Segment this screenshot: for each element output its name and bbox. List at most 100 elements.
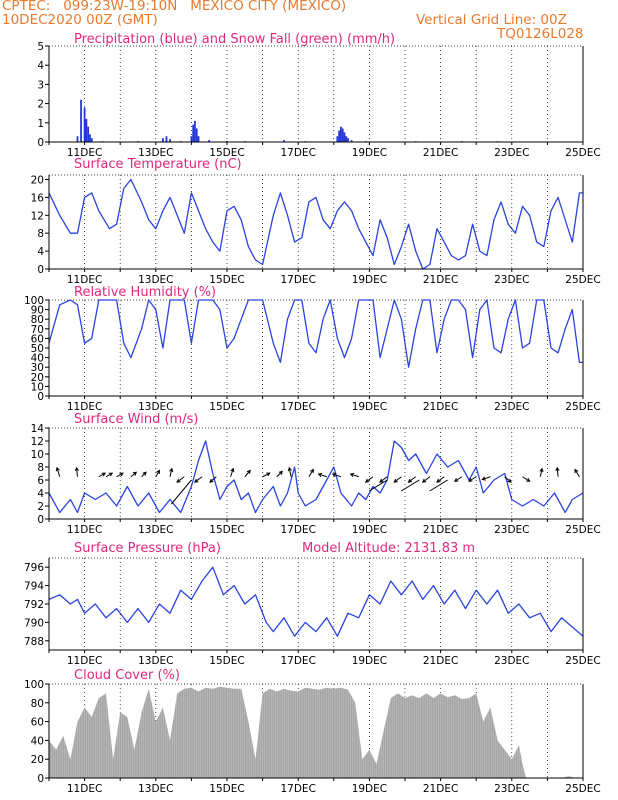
wind-arrow-head <box>156 469 160 474</box>
x-tick-label: 17DEC <box>280 274 315 286</box>
panel-title: Relative Humidity (%) <box>74 285 216 300</box>
precip-bar <box>190 136 193 142</box>
wind-arrow-head <box>317 472 323 477</box>
x-tick-label: 19DEC <box>352 783 387 795</box>
y-tick-label: 20 <box>31 372 44 384</box>
x-tick-label: 19DEC <box>352 147 387 159</box>
x-tick-label: 21DEC <box>423 274 458 286</box>
precip-bar <box>90 138 93 142</box>
x-tick-label: 15DEC <box>209 655 244 667</box>
wind-arrow <box>522 476 530 482</box>
wind-arrow-head <box>407 478 413 483</box>
x-tick-label: 19DEC <box>352 524 387 536</box>
x-tick-label: 25DEC <box>565 274 600 286</box>
precip-bar <box>208 140 211 142</box>
x-tick-label: 13DEC <box>138 524 173 536</box>
x-tick-label: 15DEC <box>209 401 244 413</box>
x-tick-label: 11DEC <box>67 274 102 286</box>
panel-title: Surface Pressure (hPa) <box>74 541 221 556</box>
precip-bar <box>165 136 168 142</box>
wind-arrow <box>454 476 463 482</box>
x-tick-label: 11DEC <box>67 147 102 159</box>
precip-bar <box>341 128 344 142</box>
series-line <box>48 178 583 270</box>
y-tick-label: 796 <box>24 562 44 574</box>
series-line <box>48 566 584 637</box>
run-date-header: 10DEC2020 00Z (GMT) <box>2 12 158 28</box>
wind-arrow <box>169 468 173 477</box>
y-tick-label: 20 <box>31 174 44 186</box>
x-tick-label: 25DEC <box>565 147 600 159</box>
wind-arrow <box>176 476 185 483</box>
y-tick-label: 12 <box>31 436 44 448</box>
x-tick-label: 15DEC <box>209 274 244 286</box>
x-tick-label: 17DEC <box>280 655 315 667</box>
panel-title: Surface Wind (m/s) <box>74 412 198 427</box>
grid-line-note: Vertical Grid Line: 00Z <box>416 12 567 28</box>
wind-arrow-head <box>453 477 459 482</box>
wind-arrow-head <box>436 478 441 483</box>
y-tick-label: 30 <box>31 362 44 374</box>
x-tick-label: 25DEC <box>565 655 600 667</box>
precip-bar <box>83 107 86 142</box>
wind-arrow-head <box>132 471 138 476</box>
x-tick-label: 15DEC <box>209 524 244 536</box>
x-tick-label: 11DEC <box>67 401 102 413</box>
precip-bar <box>340 126 342 142</box>
wind-arrow <box>408 476 416 483</box>
wind-arrow-head <box>194 478 199 483</box>
wind-arrow-head <box>507 478 512 483</box>
y-tick-label: 792 <box>24 599 44 611</box>
precip-bar <box>89 134 91 142</box>
precip-bar <box>338 130 341 142</box>
x-tick-label: 19DEC <box>352 401 387 413</box>
wind-arrow-head <box>393 478 398 483</box>
precip-bar <box>80 99 82 142</box>
panel-title: Precipitation (blue) and Snow Fall (gree… <box>74 32 395 47</box>
wind-arrow <box>98 472 106 478</box>
x-tick-label: 23DEC <box>494 783 529 795</box>
wind-arrow-head <box>119 472 124 477</box>
x-tick-label: 23DEC <box>494 274 529 286</box>
wind-arrow <box>105 472 113 478</box>
x-tick-label: 11DEC <box>67 655 102 667</box>
precip-bar <box>336 136 339 142</box>
x-tick-label: 21DEC <box>423 783 458 795</box>
wind-arrow <box>318 473 327 478</box>
x-tick-label: 21DEC <box>423 655 458 667</box>
y-tick-label: 3 <box>37 79 44 91</box>
precip-bar <box>192 124 195 142</box>
wind-arrow-head <box>209 478 214 483</box>
x-tick-label: 15DEC <box>209 147 244 159</box>
wind-arrow <box>379 476 388 483</box>
precip-bar <box>197 136 200 142</box>
y-tick-label: 4 <box>37 60 44 72</box>
wind-arrow-head <box>246 469 251 474</box>
x-tick-label: 23DEC <box>494 655 529 667</box>
wind-arrow-head <box>468 477 473 482</box>
series-line <box>48 299 583 368</box>
x-tick-label: 17DEC <box>280 401 315 413</box>
y-tick-label: 794 <box>24 581 44 593</box>
x-tick-label: 25DEC <box>565 401 600 413</box>
y-tick-label: 8 <box>37 228 44 240</box>
wind-arrow <box>365 476 374 483</box>
x-tick-label: 11DEC <box>67 524 102 536</box>
y-tick-label: 790 <box>24 617 44 629</box>
wind-arrow <box>171 479 192 505</box>
x-tick-label: 19DEC <box>352 274 387 286</box>
x-tick-label: 15DEC <box>209 783 244 795</box>
precip-bar <box>162 138 164 142</box>
y-tick-label: 4 <box>37 246 44 258</box>
y-tick-label: 2 <box>37 501 44 513</box>
x-tick-label: 17DEC <box>280 783 315 795</box>
wind-arrow <box>288 467 292 477</box>
y-tick-label: 2 <box>37 99 44 111</box>
y-tick-label: 40 <box>31 735 44 747</box>
wind-arrow <box>429 479 448 492</box>
x-tick-label: 23DEC <box>494 524 529 536</box>
model-id: TQ0126L028 <box>497 26 584 42</box>
y-tick-label: 80 <box>31 314 44 326</box>
wind-arrow <box>468 476 477 482</box>
precip-bar <box>169 139 171 142</box>
